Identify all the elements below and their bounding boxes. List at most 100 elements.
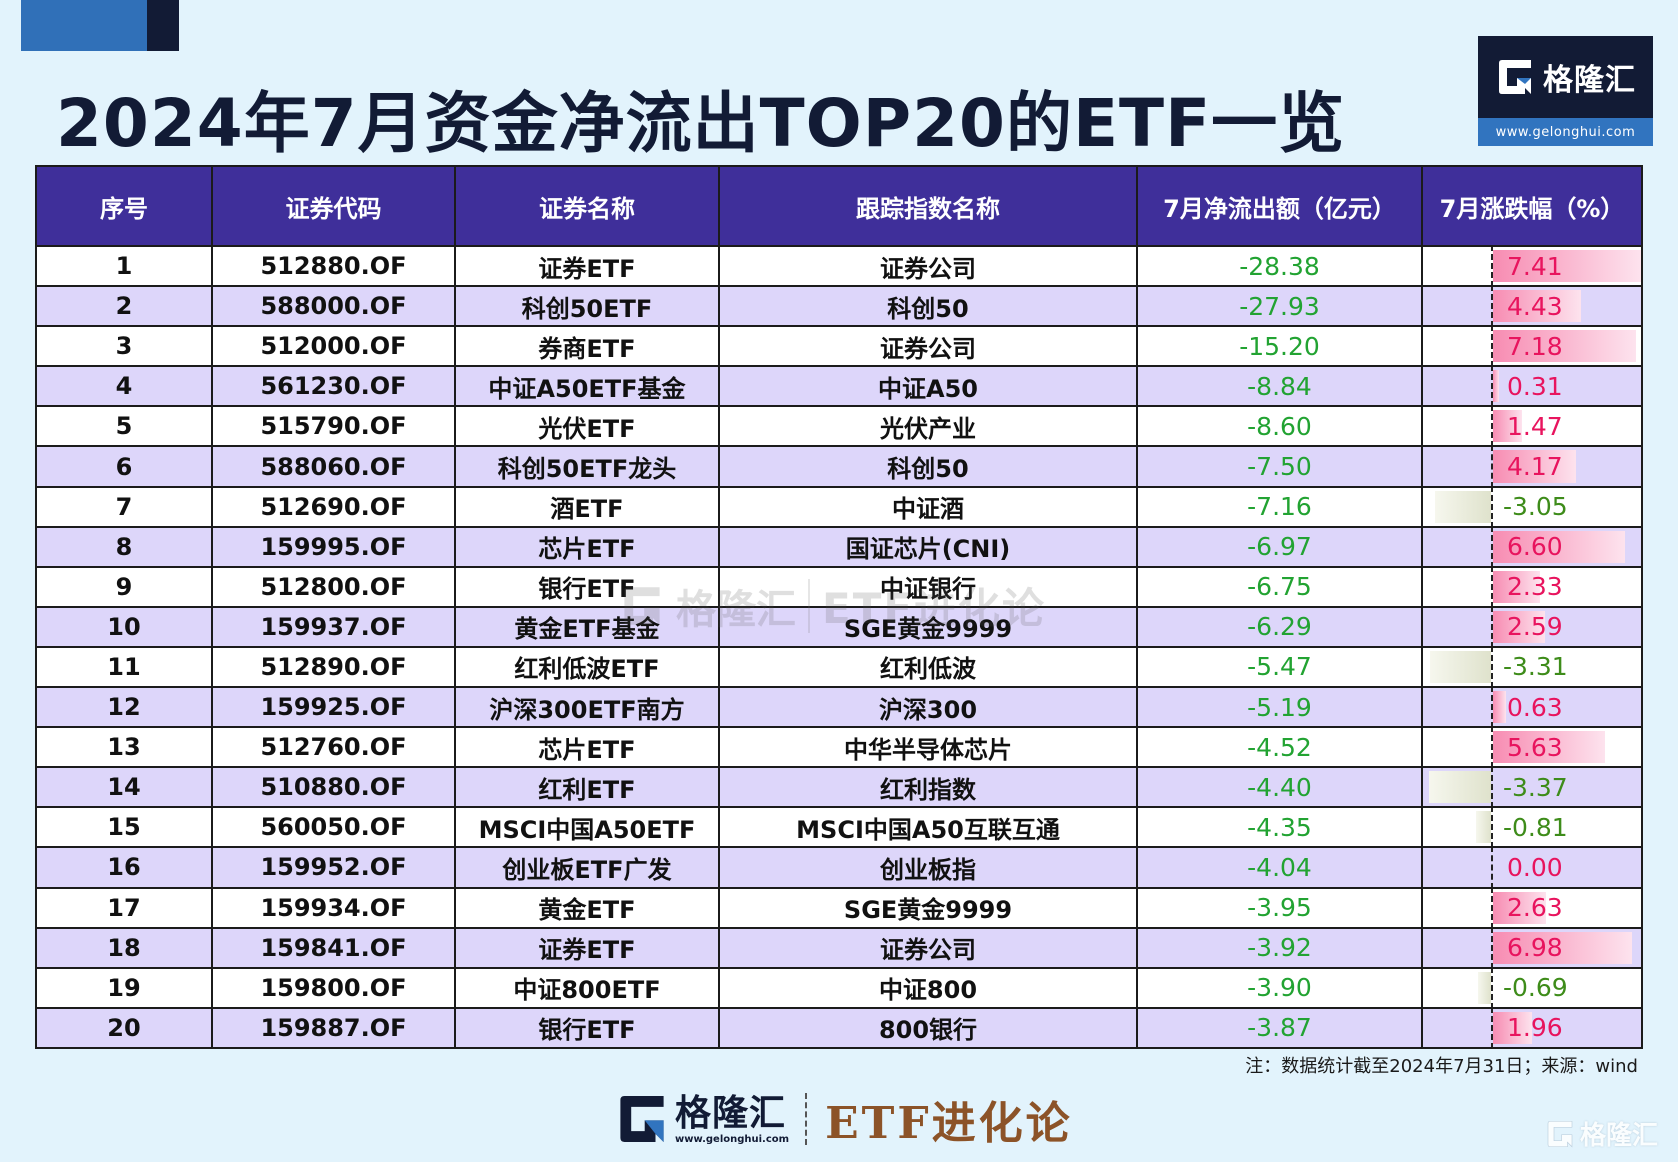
header-change: 7月涨跌幅（%） [1421,165,1643,247]
cell-no: 11 [35,645,213,689]
table-row: 10 159937.OF 黄金ETF基金 SGE黄金9999 -6.29 2.59 [35,605,1643,648]
change-value: -3.31 [1503,652,1568,682]
table-row: 6 588060.OF 科创50ETF龙头 科创50 -7.50 4.17 [35,445,1643,488]
cell-no: 13 [35,726,213,769]
zero-axis-line [1491,368,1493,405]
change-value: 4.43 [1507,291,1563,321]
cell-index: 创业板指 [718,846,1138,889]
cell-index: SGE黄金9999 [718,605,1138,648]
change-value: -3.37 [1503,772,1568,802]
cell-name: 证券ETF [454,244,720,288]
change-value: -0.69 [1503,973,1568,1003]
zero-axis-line [1491,1009,1493,1046]
cell-no: 5 [35,405,213,448]
corner-watermark: 格隆汇 [1545,1115,1658,1152]
cell-index: 科创50 [718,285,1138,328]
cell-outflow: -8.84 [1136,365,1423,408]
change-bar-positive [1493,450,1576,483]
table-row: 7 512690.OF 酒ETF 中证酒 -7.16 -3.05 [35,485,1643,528]
table-row: 8 159995.OF 芯片ETF 国证芯片(CNI) -6.97 6.60 [35,525,1643,568]
change-value: 0.63 [1507,692,1563,722]
zero-axis-line [1491,729,1493,766]
cell-index: 证券公司 [718,244,1138,288]
change-bar-positive [1493,330,1636,363]
table-row: 15 560050.OF MSCI中国A50ETF MSCI中国A50互联互通 -4.3… [35,806,1643,849]
cell-name: 沪深300ETF南方 [454,686,720,729]
cell-name: 科创50ETF龙头 [454,445,720,488]
brand-url: www.gelonghui.com [1478,118,1653,146]
cell-name: 酒ETF [454,485,720,528]
cell-change: 4.43 [1421,285,1643,328]
cell-outflow: -4.35 [1136,806,1423,849]
brand-logo-box: 格隆汇 www.gelonghui.com [1478,36,1653,146]
zero-axis-line [1491,929,1493,966]
cell-name: 黄金ETF [454,886,720,929]
cell-outflow: -7.16 [1136,485,1423,528]
cell-index: 中证银行 [718,565,1138,608]
cell-name: 银行ETF [454,1006,720,1049]
change-value: -0.81 [1503,812,1568,842]
table-row: 16 159952.OF 创业板ETF广发 创业板指 -4.04 0.00 [35,846,1643,889]
cell-outflow: -5.47 [1136,645,1423,689]
cell-name: 芯片ETF [454,726,720,769]
table-header-row: 序号 证券代码 证券名称 跟踪指数名称 7月净流出额（亿元） 7月涨跌幅（%） [35,165,1643,247]
table-row: 9 512800.OF 银行ETF 中证银行 -6.75 2.33 [35,565,1643,608]
cell-name: 创业板ETF广发 [454,846,720,889]
zero-axis-line [1491,528,1493,565]
table-row: 11 512890.OF 红利低波ETF 红利低波 -5.47 -3.31 [35,645,1643,689]
change-bar-negative [1435,490,1491,523]
cell-code: 512000.OF [211,325,456,368]
change-bar-positive [1493,410,1522,443]
header-no: 序号 [35,165,213,247]
change-value: 1.47 [1507,411,1563,441]
corner-watermark-text: 格隆汇 [1579,1121,1658,1151]
cell-name: 黄金ETF基金 [454,605,720,648]
table-row: 1 512880.OF 证券ETF 证券公司 -28.38 7.41 [35,244,1643,288]
cell-change: 1.47 [1421,405,1643,448]
cell-code: 159800.OF [211,966,456,1009]
cell-index: 证券公司 [718,325,1138,368]
change-bar-negative [1478,971,1491,1004]
corner-watermark-g-icon [1547,1120,1573,1147]
cell-code: 561230.OF [211,365,456,408]
change-bar-positive [1493,290,1581,323]
change-bar-positive [1493,570,1540,603]
cell-index: 800银行 [718,1006,1138,1049]
change-value: 5.63 [1507,732,1563,762]
header-outflow: 7月净流出额（亿元） [1136,165,1423,247]
cell-index: 红利指数 [718,766,1138,809]
cell-change: 2.59 [1421,605,1643,648]
cell-name: MSCI中国A50ETF [454,806,720,849]
cell-no: 8 [35,525,213,568]
cell-outflow: -27.93 [1136,285,1423,328]
header-code: 证券代码 [211,165,456,247]
corner-block-dark [147,0,179,51]
cell-index: 科创50 [718,445,1138,488]
change-value: 1.96 [1507,1013,1563,1043]
change-value: 2.63 [1507,893,1563,923]
cell-outflow: -6.75 [1136,565,1423,608]
change-value: 2.59 [1507,612,1563,642]
zero-axis-line [1491,689,1493,726]
change-bar-negative [1476,811,1491,844]
table-row: 4 561230.OF 中证A50ETF基金 中证A50 -8.84 0.31 [35,365,1643,408]
cell-code: 512800.OF [211,565,456,608]
cell-outflow: -3.90 [1136,966,1423,1009]
change-bar-positive [1493,250,1640,283]
cell-no: 9 [35,565,213,608]
brand-name: 格隆汇 [1543,63,1636,98]
zero-axis-line [1491,889,1493,926]
change-bar-positive [1493,691,1506,724]
cell-change: 2.63 [1421,886,1643,929]
zero-axis-line [1491,448,1493,485]
cell-code: 159995.OF [211,525,456,568]
cell-name: 券商ETF [454,325,720,368]
change-bar-positive [1493,1011,1532,1044]
table-row: 13 512760.OF 芯片ETF 中华半导体芯片 -4.52 5.63 [35,726,1643,769]
cell-outflow: -4.52 [1136,726,1423,769]
cell-change: 5.63 [1421,726,1643,769]
cell-change: 0.63 [1421,686,1643,729]
cell-code: 588000.OF [211,285,456,328]
cell-change: 7.41 [1421,244,1643,288]
cell-index: 证券公司 [718,926,1138,969]
